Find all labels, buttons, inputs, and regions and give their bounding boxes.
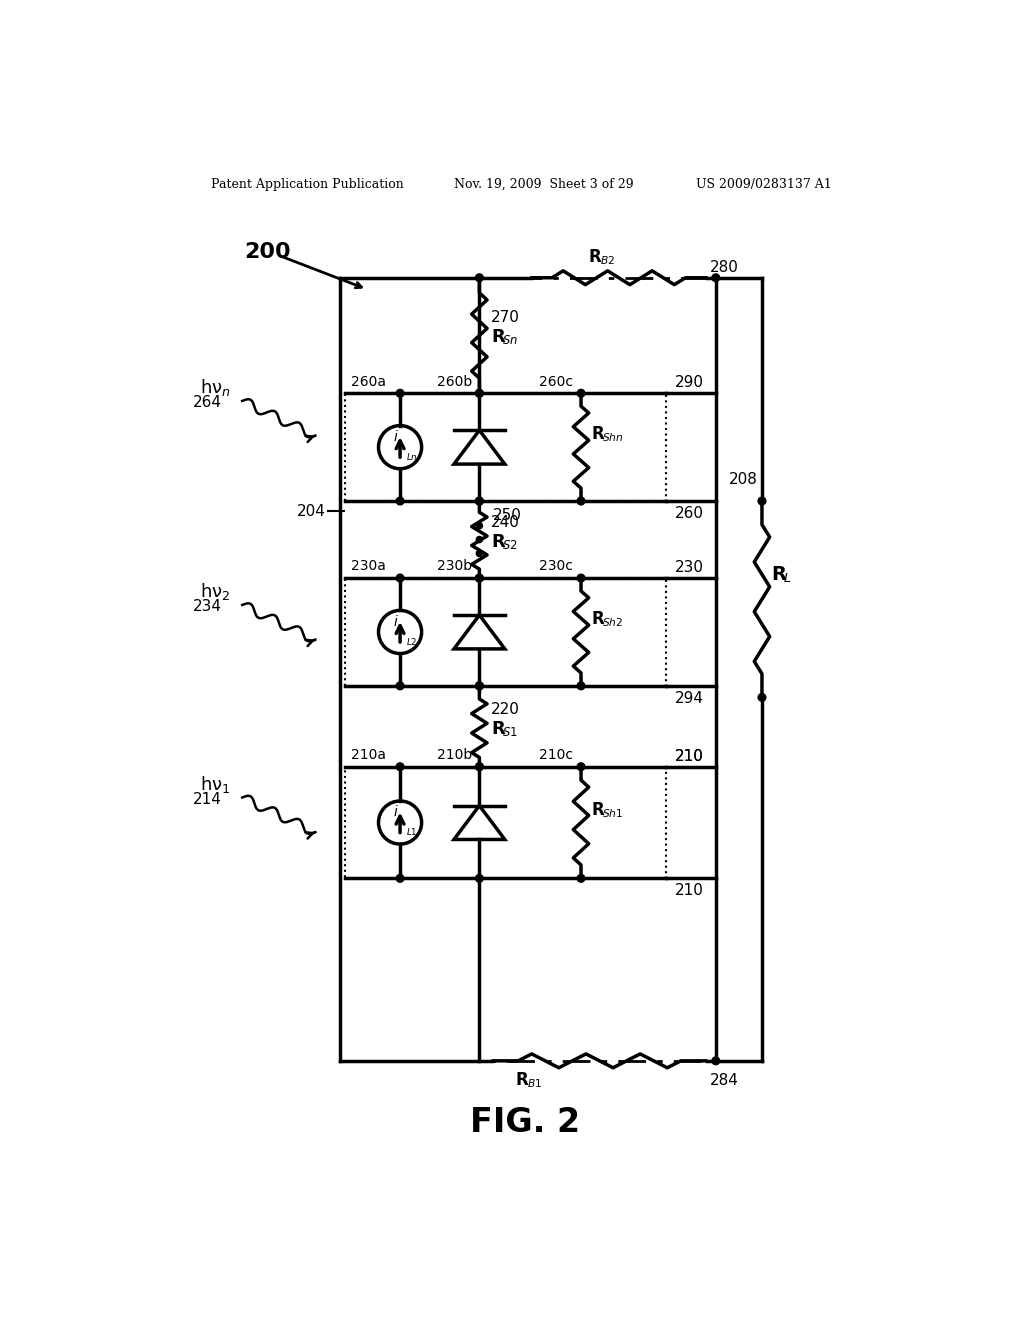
Circle shape [758, 498, 766, 506]
Circle shape [578, 498, 585, 506]
Text: hν$_2$: hν$_2$ [201, 581, 230, 602]
Text: R: R [591, 425, 604, 444]
Text: 200: 200 [245, 243, 291, 263]
Text: 208: 208 [729, 473, 758, 487]
Circle shape [475, 389, 483, 397]
Text: $_{L2}$: $_{L2}$ [407, 635, 418, 648]
Text: 260: 260 [675, 506, 703, 521]
Text: 214: 214 [193, 792, 221, 807]
Text: 234: 234 [193, 599, 221, 614]
Text: FIG. 2: FIG. 2 [470, 1106, 580, 1139]
Text: $i$: $i$ [393, 804, 399, 820]
Text: R: R [490, 721, 505, 738]
Text: 220: 220 [490, 702, 520, 717]
Text: R: R [490, 533, 505, 550]
Text: 210: 210 [675, 748, 703, 763]
Circle shape [475, 763, 483, 771]
Text: $_{S2}$: $_{S2}$ [503, 533, 518, 552]
Circle shape [475, 498, 483, 506]
Circle shape [396, 874, 403, 882]
Text: $_{B2}$: $_{B2}$ [600, 252, 615, 267]
Text: $_{Shn}$: $_{Shn}$ [602, 429, 624, 444]
Text: Patent Application Publication: Patent Application Publication [211, 178, 404, 190]
Text: $_{S1}$: $_{S1}$ [503, 721, 518, 739]
Circle shape [475, 682, 483, 690]
Text: $_{L1}$: $_{L1}$ [407, 825, 418, 838]
Text: R: R [591, 801, 604, 818]
Circle shape [475, 763, 483, 771]
Circle shape [476, 550, 482, 557]
Text: $_{Sh2}$: $_{Sh2}$ [602, 614, 624, 628]
Circle shape [396, 389, 403, 397]
Circle shape [476, 536, 482, 543]
Text: 290: 290 [675, 375, 703, 391]
Text: hν$_n$: hν$_n$ [200, 378, 230, 399]
Circle shape [475, 574, 483, 582]
Circle shape [475, 682, 483, 690]
Text: 210a: 210a [351, 748, 386, 762]
Text: 230b: 230b [437, 560, 472, 573]
Text: 210b: 210b [437, 748, 472, 762]
Text: US 2009/0283137 A1: US 2009/0283137 A1 [695, 178, 831, 190]
Text: R: R [771, 565, 786, 583]
Text: Nov. 19, 2009  Sheet 3 of 29: Nov. 19, 2009 Sheet 3 of 29 [454, 178, 634, 190]
Text: 240: 240 [490, 515, 520, 529]
Text: 284: 284 [711, 1073, 739, 1089]
Text: 250: 250 [494, 508, 522, 523]
Text: hν$_1$: hν$_1$ [200, 774, 230, 795]
Text: 204: 204 [297, 503, 326, 519]
Circle shape [758, 693, 766, 701]
Text: $_{Sh1}$: $_{Sh1}$ [602, 804, 624, 820]
Circle shape [712, 275, 720, 281]
Circle shape [475, 498, 483, 506]
Text: 230a: 230a [351, 560, 386, 573]
Circle shape [475, 389, 483, 397]
Text: 230: 230 [675, 560, 703, 576]
Circle shape [476, 523, 482, 529]
Circle shape [396, 498, 403, 506]
Circle shape [396, 574, 403, 582]
Circle shape [396, 682, 403, 690]
Text: 264: 264 [193, 395, 221, 411]
Text: 260a: 260a [351, 375, 386, 388]
Text: 210: 210 [675, 748, 703, 763]
Circle shape [578, 574, 585, 582]
Text: R: R [490, 327, 505, 346]
Circle shape [475, 874, 483, 882]
Text: $_{Sn}$: $_{Sn}$ [503, 329, 518, 347]
Circle shape [475, 574, 483, 582]
Circle shape [578, 389, 585, 397]
Circle shape [475, 275, 483, 281]
Text: R: R [515, 1072, 528, 1089]
Text: $_{Ln}$: $_{Ln}$ [407, 450, 418, 463]
Text: 270: 270 [490, 310, 520, 325]
Text: 260c: 260c [539, 375, 572, 388]
Circle shape [712, 1057, 720, 1065]
Circle shape [578, 763, 585, 771]
Text: 210c: 210c [539, 748, 572, 762]
Text: $i$: $i$ [393, 614, 399, 628]
Text: R: R [591, 610, 604, 628]
Circle shape [578, 874, 585, 882]
Text: 230c: 230c [539, 560, 572, 573]
Circle shape [578, 682, 585, 690]
Text: 210: 210 [675, 883, 703, 899]
Circle shape [396, 763, 403, 771]
Text: $i$: $i$ [393, 429, 399, 444]
Text: $_L$: $_L$ [782, 568, 792, 585]
Text: R: R [589, 248, 601, 267]
Text: 280: 280 [711, 260, 739, 275]
Text: 260b: 260b [437, 375, 472, 388]
Text: 294: 294 [675, 690, 703, 706]
Text: $_{B1}$: $_{B1}$ [527, 1076, 543, 1090]
